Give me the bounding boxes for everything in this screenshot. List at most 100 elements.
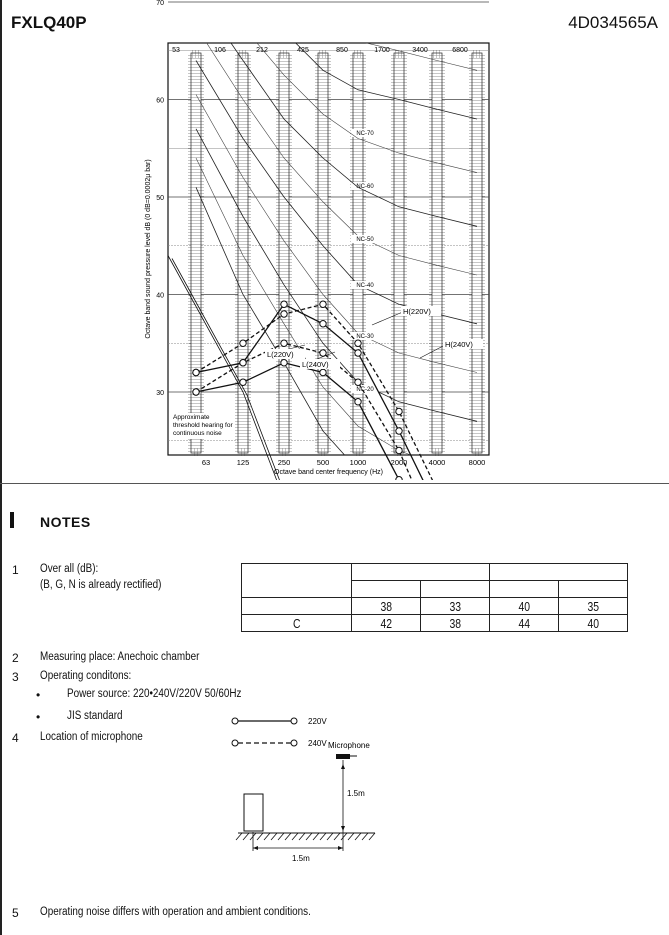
distance-label: 1.5m (292, 854, 310, 863)
nc-intermediate-curve (365, 43, 478, 71)
nc-curve (196, 0, 477, 22)
data-point (280, 300, 288, 308)
data-point (319, 300, 327, 308)
top-tick-label: 3400 (412, 47, 428, 54)
top-tick-label: 425 (297, 47, 309, 54)
y-tick-label: 50 (156, 195, 164, 202)
threshold-label: threshold hearing for (173, 422, 233, 429)
legend-220v: 220V (308, 717, 327, 726)
table-cell: 40 (489, 597, 559, 615)
hatch-line (242, 832, 250, 841)
nc-intermediate-curve (206, 43, 478, 276)
bullet-1: • (36, 688, 41, 702)
document-code: 4D034565A (568, 13, 658, 32)
nc-curve-label: NC-40 (356, 283, 374, 289)
nc-curve (295, 43, 478, 120)
data-point (354, 378, 362, 386)
series-line (195, 303, 424, 480)
table-row (241, 563, 628, 598)
note-5-number: 5 (12, 906, 19, 920)
hatch-line (298, 832, 306, 841)
y-tick-label: 30 (156, 390, 164, 397)
y-tick-label: 60 (156, 98, 164, 105)
data-point (319, 368, 327, 377)
data-point (239, 378, 247, 386)
page-border (0, 0, 2, 935)
y-tick-label: 70 (156, 0, 164, 7)
series-line (195, 362, 400, 480)
data-point (280, 310, 288, 318)
data-point (319, 320, 327, 328)
table-cell (558, 580, 628, 598)
note-1-text: Over all (dB): (40, 563, 99, 575)
hatch-line (312, 832, 320, 841)
band-column-hatch (315, 50, 331, 456)
series-line (195, 342, 413, 480)
series-label-bg (401, 306, 441, 316)
data-point (192, 368, 200, 377)
notes-title: NOTES (40, 514, 91, 530)
y-tick-label: 40 (156, 293, 164, 300)
nc-intermediate-curve (195, 157, 412, 455)
threshold-label-bg (170, 413, 232, 439)
data-point (354, 398, 362, 406)
band-column-hatch (188, 50, 204, 456)
x-tick-label: 500 (317, 458, 330, 467)
hatch-line (249, 832, 257, 841)
top-tick-label: 53 (172, 47, 180, 54)
top-tick-label: 212 (256, 47, 268, 54)
series-label-bg (265, 349, 305, 359)
data-point (395, 446, 403, 455)
x-tick-label: 125 (237, 458, 250, 467)
power-source-text: Power source: 220•240V/220V 50/60Hz (67, 688, 242, 700)
data-point (280, 359, 288, 367)
series-label-bg (443, 339, 483, 349)
nc-curve-label: NC-20 (356, 387, 374, 393)
data-point (239, 339, 247, 347)
table-cell (351, 563, 490, 581)
series-label: H(240V) (445, 340, 473, 349)
nc-curve-label: NC-70 (356, 131, 374, 137)
data-point (280, 339, 288, 347)
table-row: 38 33 40 35 (241, 597, 628, 615)
note-4-text: Location of microphone (40, 731, 143, 743)
jis-standard-text: JIS standard (67, 710, 123, 722)
bullet-2: • (36, 710, 41, 724)
series-label: L(220V) (267, 350, 294, 359)
x-tick-label: 63 (202, 458, 210, 467)
series-label-leader (419, 343, 448, 359)
table-cell: C (241, 614, 352, 632)
data-point (395, 427, 403, 435)
hatch-line (305, 832, 313, 841)
data-point (354, 349, 362, 357)
table-cell (351, 580, 421, 598)
nc-curve-label: NC-50 (356, 237, 374, 243)
series-label-bg (300, 359, 340, 369)
data-point (319, 349, 327, 357)
data-point (354, 339, 362, 347)
hatch-line (354, 832, 362, 841)
nc-label-bg (351, 385, 379, 393)
table-cell: 44 (489, 614, 559, 632)
table-cell (241, 563, 352, 598)
nc-label-bg (351, 182, 379, 190)
series-label: L(240V) (302, 360, 329, 369)
table-cell (420, 580, 490, 598)
hatch-line (235, 832, 243, 841)
note-5-text: Operating noise differs with operation a… (40, 906, 311, 918)
nc-intermediate-curve (256, 43, 478, 173)
table-cell (489, 580, 559, 598)
x-tick-label: 4000 (429, 458, 446, 467)
hatch-line (256, 832, 264, 841)
indoor-unit (243, 793, 264, 832)
section-divider (0, 483, 669, 484)
threshold-curve (167, 255, 278, 480)
x-tick-label: 2000 (391, 458, 408, 467)
note-3-text: Operating conditons: (40, 670, 132, 682)
threshold-label: Approximate (173, 414, 210, 421)
nc-label-bg (351, 129, 379, 137)
band-column-hatch (276, 50, 292, 456)
x-tick-label: 250 (278, 458, 291, 467)
band-column-hatch (350, 50, 366, 456)
threshold-label: continuous noise (173, 430, 222, 437)
